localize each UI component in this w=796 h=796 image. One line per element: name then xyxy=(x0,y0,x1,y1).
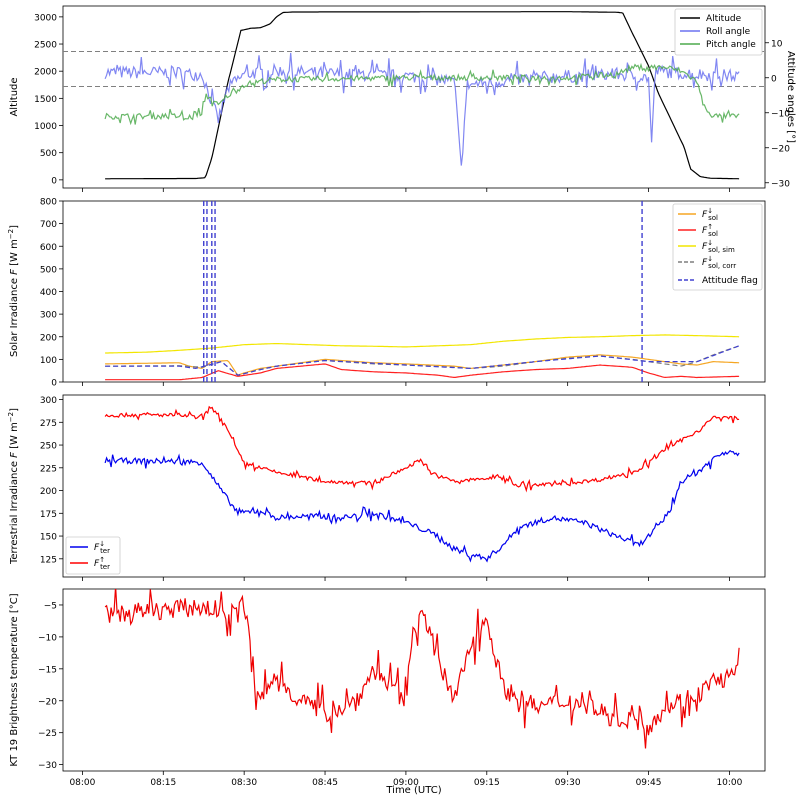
series-line xyxy=(104,405,740,493)
series-line xyxy=(105,354,740,376)
legend-box xyxy=(65,536,121,575)
x-ticks: 08:00 08:15 08:30 08:45 09:00 09:15 09:30 09:45… xyxy=(69,778,742,788)
x-tick-label: 08:00 xyxy=(69,778,95,788)
solar-ylabel: Solar Irradiance F [W m−2] xyxy=(7,225,20,357)
y-tick-label: 300 xyxy=(40,396,57,406)
series-line xyxy=(105,11,740,180)
series-line xyxy=(104,52,740,166)
legend-label-fup-sol: F↑ sol xyxy=(702,223,718,238)
altitude-plot-area xyxy=(63,11,765,180)
panel-solar-frame xyxy=(62,200,766,383)
solar-legend: F↓ sol F↑ sol F↓ sol, sim F↓ sol, corr Attit… xyxy=(672,203,763,291)
terrestrial-plot-area xyxy=(104,405,740,563)
y-tick-label: 700 xyxy=(40,220,57,230)
series-group xyxy=(105,201,740,382)
y-tick-label: 500 xyxy=(40,265,57,275)
kt19-plot-area xyxy=(104,589,740,749)
x-tick-label: 08:45 xyxy=(312,778,338,788)
altitude-y-ticks: 0 500 1000 1500 2000 2500 3000 xyxy=(34,13,730,192)
terrestrial-y-ticks: 125 150 175 200 225 250 275 300 xyxy=(40,396,730,581)
x-tick-label: 08:15 xyxy=(150,778,176,788)
y-tick-label: 100 xyxy=(40,356,57,366)
y-tick-label: 125 xyxy=(40,555,57,565)
y-tick-label: −10 xyxy=(38,633,57,643)
legend-label-fup-ter: F↑ ter xyxy=(94,556,110,571)
panel-solar: 0 100 200 300 400 500 600 700 800 Solar Irradian… xyxy=(7,198,766,389)
y-tick-label: 1000 xyxy=(34,122,57,132)
y-tick-label: 800 xyxy=(40,198,57,208)
y-tick-label: 175 xyxy=(40,510,57,520)
y-tick-label: 2000 xyxy=(34,68,57,78)
legend-box xyxy=(672,203,763,291)
y-tick-label: −30 xyxy=(38,761,57,771)
y-tick-label: 225 xyxy=(40,464,57,474)
series-line xyxy=(105,363,740,381)
legend-label-fdn-sim: F↓ sol, sim xyxy=(702,239,735,254)
attitude-y-ticks: −30 −20 −10 0 10 xyxy=(765,39,790,189)
y-tick-label: −25 xyxy=(38,729,57,739)
terrestrial-legend: F↓ ter F↑ ter xyxy=(65,536,121,575)
legend-label-fdn-sol: F↓ sol xyxy=(702,207,718,222)
x-tick-label: 09:15 xyxy=(474,778,500,788)
x-tick-label: 09:00 xyxy=(393,778,419,788)
legend-label-attitude-flag: Attitude flag xyxy=(702,276,758,286)
y-tick-label: −15 xyxy=(38,665,57,675)
y-tick-label: 1500 xyxy=(34,95,57,105)
panel-altitude-frame xyxy=(62,5,766,189)
y-tick-label: 600 xyxy=(40,243,57,253)
legend-label-fdn-ter: F↓ ter xyxy=(94,540,110,555)
panel-kt19: −30 −25 −20 −15 −10 −5 KT 19 Brightness tempe… xyxy=(9,588,766,796)
x-tick-label: 09:30 xyxy=(555,778,581,788)
kt19-ylabel: KT 19 Brightness temperature [°C] xyxy=(9,593,20,766)
y-tick-label: 0 xyxy=(51,379,57,389)
legend-label-fdn-corr: F↓ sol, corr xyxy=(702,255,736,270)
x-axis-label: Time (UTC) xyxy=(385,785,441,796)
series-line xyxy=(104,589,740,749)
series-group xyxy=(104,405,740,563)
attitude-ylabel: Attitude angles [°] xyxy=(785,51,796,143)
y2-tick-label: 0 xyxy=(771,74,777,84)
y-tick-label: 200 xyxy=(40,487,57,497)
series-group xyxy=(104,589,740,749)
y2-tick-label: 10 xyxy=(771,39,783,49)
solar-y-ticks: 0 100 200 300 400 500 600 700 800 xyxy=(40,198,730,389)
legend-label-roll: Roll angle xyxy=(706,27,751,37)
series-line xyxy=(104,62,740,126)
y-tick-label: 2500 xyxy=(34,41,57,51)
legend-label-altitude: Altitude xyxy=(706,14,742,24)
y-tick-label: 500 xyxy=(40,149,57,159)
series-line xyxy=(105,345,740,376)
solar-plot-area xyxy=(105,201,740,382)
x-tick-label: 08:30 xyxy=(231,778,257,788)
y2-tick-label: −30 xyxy=(771,179,790,189)
y2-tick-label: −20 xyxy=(771,144,790,154)
legend-label-pitch: Pitch angle xyxy=(706,40,756,50)
x-tick-label: 09:45 xyxy=(636,778,662,788)
panel-kt19-frame xyxy=(62,588,766,772)
y-tick-label: 400 xyxy=(40,288,57,298)
y-tick-label: −20 xyxy=(38,697,57,707)
y-tick-label: 275 xyxy=(40,419,57,429)
x-tick-label: 10:00 xyxy=(716,778,742,788)
panel-terrestrial-frame xyxy=(62,394,766,578)
panel-altitude: 0 500 1000 1500 2000 2500 3000 −30 −20 −10 0 10 Al… xyxy=(9,5,796,192)
y-tick-label: 200 xyxy=(40,333,57,343)
y-tick-label: 300 xyxy=(40,311,57,321)
series-line xyxy=(105,334,740,354)
panel-terrestrial: 125 150 175 200 225 250 275 300 Terrestrial Irr… xyxy=(7,394,766,581)
altitude-legend: Altitude Roll angle Pitch angle xyxy=(674,8,763,56)
y-tick-label: 3000 xyxy=(34,13,57,23)
y2-tick-label: −10 xyxy=(771,109,790,119)
y-tick-label: 0 xyxy=(51,176,57,186)
series-group xyxy=(104,11,740,180)
terrestrial-ylabel: Terrestrial Irradiance F [W m−2] xyxy=(7,408,20,565)
y-tick-label: 150 xyxy=(40,533,57,543)
y-tick-label: 250 xyxy=(40,442,57,452)
series-line xyxy=(104,449,740,563)
y-tick-label: −5 xyxy=(44,601,57,611)
kt19-y-ticks: −30 −25 −20 −15 −10 −5 xyxy=(38,601,730,775)
altitude-ylabel: Altitude xyxy=(9,77,20,116)
